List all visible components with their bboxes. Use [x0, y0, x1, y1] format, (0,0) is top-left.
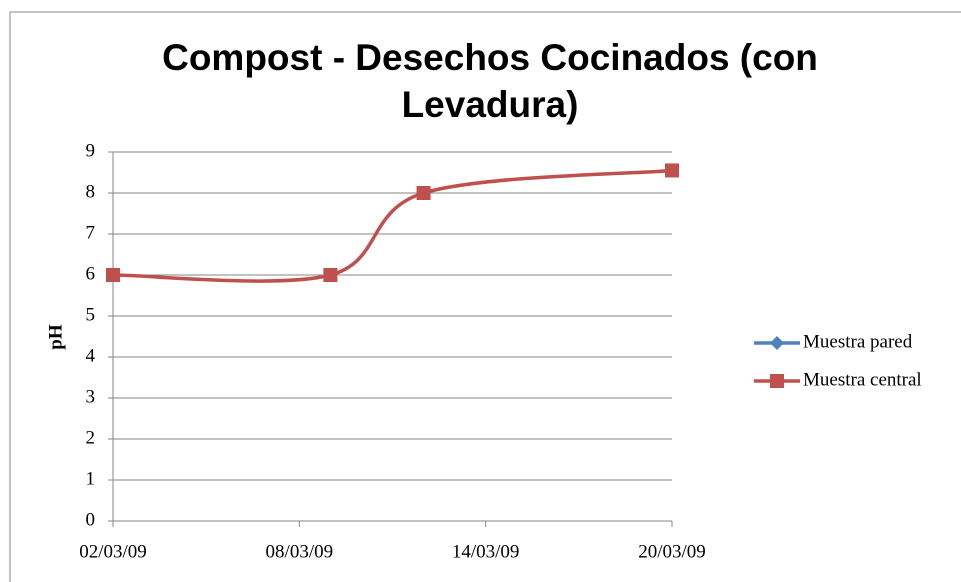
y-tick-label: 5 [86, 304, 96, 325]
x-tick-label: 20/03/09 [638, 541, 706, 562]
y-tick-label: 6 [86, 263, 96, 284]
legend-marker [770, 336, 784, 350]
y-tick-label: 4 [86, 345, 96, 366]
chart-title: Compost - Desechos Cocinados (con Levadu… [162, 37, 818, 125]
series-line [112, 168, 673, 283]
point [665, 163, 679, 178]
x-tick-label: 02/03/09 [79, 541, 147, 562]
point [323, 268, 338, 282]
chart-border [9, 11, 961, 582]
legend-label: Muestra central [803, 369, 922, 390]
y-tick-label: 7 [86, 222, 96, 243]
y-tick-label: 3 [86, 386, 96, 407]
x-tick-label: 08/03/09 [266, 541, 334, 562]
x-tick-label: 14/03/09 [452, 541, 520, 562]
legend-label: Muestra pared [803, 331, 913, 352]
y-tick-label: 1 [86, 468, 96, 489]
point [416, 186, 431, 200]
y-tick-label: 9 [86, 140, 96, 161]
y-axis-label: pH [45, 324, 66, 350]
y-tick-label: 8 [86, 181, 96, 202]
y-tick-label: 2 [86, 427, 96, 448]
y-tick-label: 0 [86, 509, 96, 530]
legend-marker [770, 374, 784, 388]
point [106, 268, 120, 282]
